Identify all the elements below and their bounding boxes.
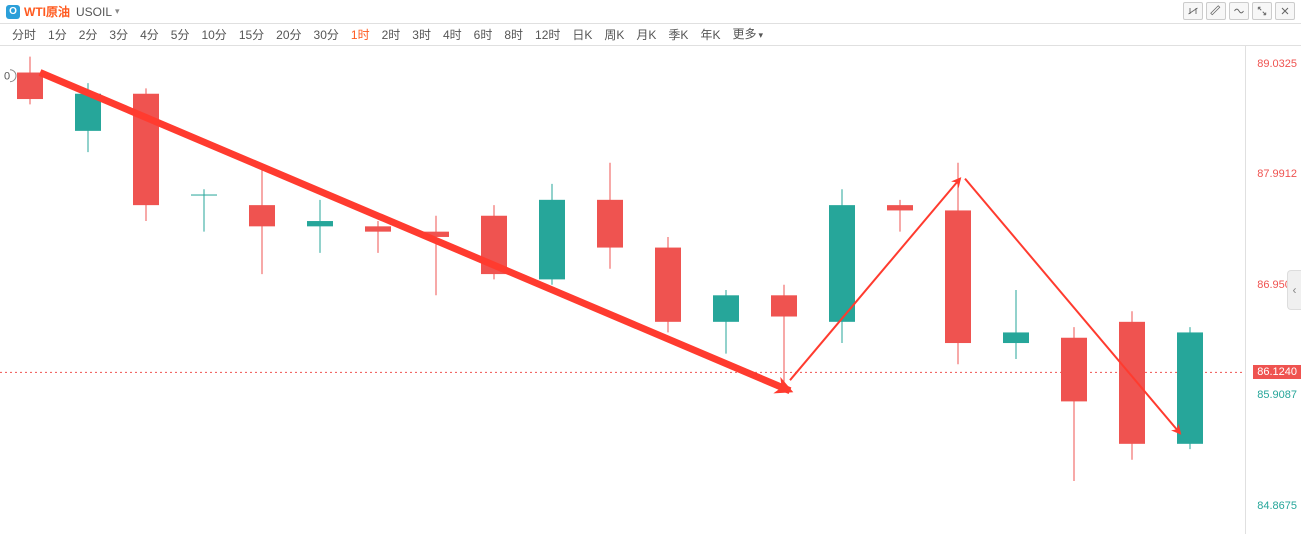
- chart-area[interactable]: 0 89.032587.991286.950085.908784.867586.…: [0, 46, 1301, 534]
- price-tick: 87.9912: [1257, 168, 1297, 180]
- timeframe-3时[interactable]: 3时: [406, 24, 437, 46]
- fullscreen-icon[interactable]: [1252, 2, 1272, 20]
- timeframe-2分[interactable]: 2分: [73, 24, 104, 46]
- timeframe-4时[interactable]: 4时: [437, 24, 468, 46]
- chevron-down-icon[interactable]: ▾: [115, 6, 120, 17]
- timeframe-年K[interactable]: 年K: [694, 24, 726, 46]
- timeframe-分时[interactable]: 分时: [6, 24, 42, 46]
- timeframe-6时[interactable]: 6时: [468, 24, 499, 46]
- collapse-panel-button[interactable]: ‹: [1287, 270, 1301, 310]
- timeframe-3分[interactable]: 3分: [103, 24, 134, 46]
- timeframe-5分[interactable]: 5分: [165, 24, 196, 46]
- candlestick-chart: 0: [0, 46, 1245, 534]
- symbol-code[interactable]: USOIL: [76, 5, 112, 19]
- price-tick: 85.9087: [1257, 389, 1297, 401]
- timeframe-1时[interactable]: 1时: [345, 24, 376, 46]
- timeframe-更多[interactable]: 更多▾: [726, 23, 769, 46]
- draw-icon[interactable]: [1206, 2, 1226, 20]
- timeframe-4分[interactable]: 4分: [134, 24, 165, 46]
- timeframe-12时[interactable]: 12时: [529, 24, 566, 46]
- timeframe-2时[interactable]: 2时: [376, 24, 407, 46]
- timeframe-季K[interactable]: 季K: [662, 24, 694, 46]
- settings-icon[interactable]: [1183, 2, 1203, 20]
- timeframe-日K[interactable]: 日K: [566, 24, 598, 46]
- timeframe-15分[interactable]: 15分: [233, 24, 270, 46]
- timeframe-8时[interactable]: 8时: [498, 24, 529, 46]
- symbol-name[interactable]: WTI原油: [24, 3, 70, 20]
- timeframe-周K[interactable]: 周K: [598, 24, 630, 46]
- symbol-badge-icon: O: [6, 5, 20, 19]
- close-icon[interactable]: [1275, 2, 1295, 20]
- price-tick: 84.8675: [1257, 500, 1297, 512]
- chart-header: O WTI原油 USOIL ▾: [0, 0, 1301, 24]
- price-tick: 89.0325: [1257, 58, 1297, 70]
- toolbar-right: [1183, 2, 1295, 20]
- timeframe-30分[interactable]: 30分: [308, 24, 345, 46]
- svg-text:0: 0: [4, 71, 10, 83]
- timeframe-1分[interactable]: 1分: [42, 24, 73, 46]
- timeframe-20分[interactable]: 20分: [270, 24, 307, 46]
- timeframe-10分[interactable]: 10分: [195, 24, 232, 46]
- timeframe-bar: 分时1分2分3分4分5分10分15分20分30分1时2时3时4时6时8时12时日…: [0, 24, 1301, 46]
- indicators-icon[interactable]: [1229, 2, 1249, 20]
- current-price-tag: 86.1240: [1253, 365, 1301, 379]
- timeframe-月K[interactable]: 月K: [630, 24, 662, 46]
